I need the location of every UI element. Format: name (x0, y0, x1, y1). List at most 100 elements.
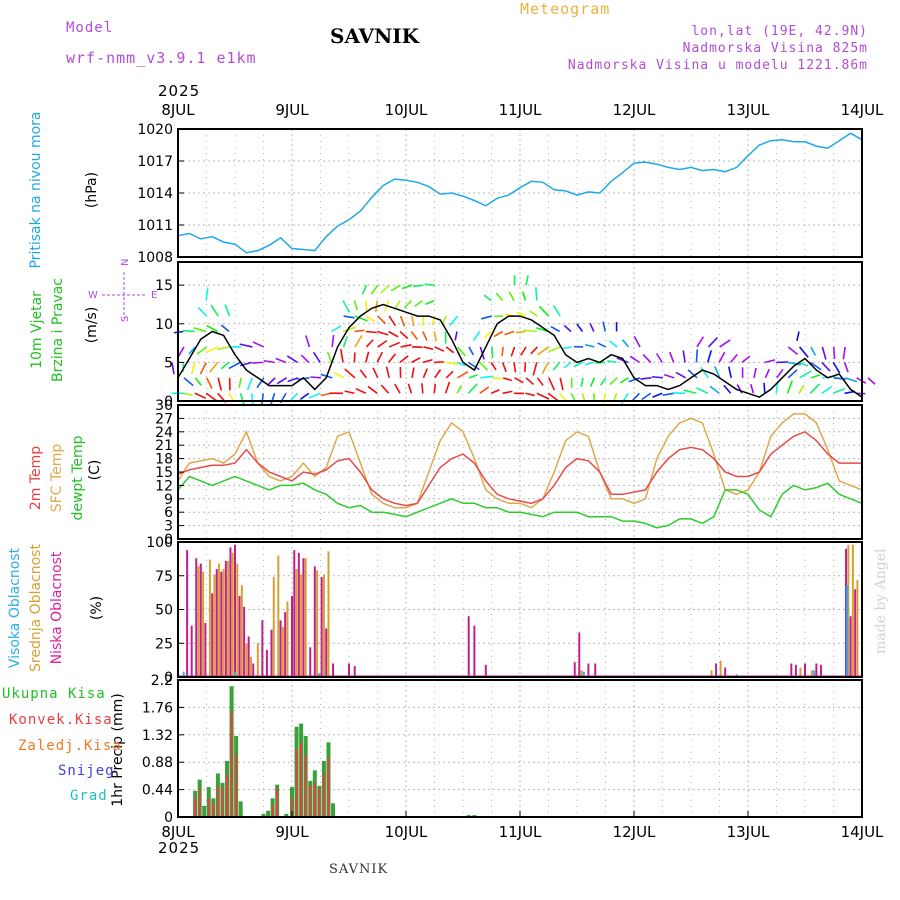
wind-arrow (206, 324, 218, 333)
wind-arrow (377, 339, 388, 348)
wind-arrow (696, 387, 709, 394)
wind-arrow (228, 361, 241, 370)
cloud-bar (318, 672, 321, 677)
wind-arrow (727, 366, 732, 379)
cloud-bar (286, 601, 289, 677)
x-tick-label-top: 12JUL (613, 101, 656, 119)
y-tick-label: 2.2 (151, 673, 173, 689)
cloud-bar (467, 616, 470, 677)
wind-arrow (422, 368, 429, 379)
x-tick-label-top: 9JUL (275, 101, 309, 119)
wind-arrow (563, 324, 572, 333)
wind-arrow (490, 361, 497, 371)
wind-arrow (246, 377, 254, 391)
wind-arrow (483, 294, 492, 302)
sfc-ylabel: SFC Temp (49, 444, 65, 513)
wind-arrow (312, 351, 321, 363)
y-tick-label: 3 (164, 519, 173, 535)
wind-arrow (421, 383, 424, 394)
cloud-bar (594, 663, 597, 677)
wind-arrow (343, 315, 355, 319)
wind-arrow (799, 370, 812, 379)
wind-arrow (669, 351, 675, 363)
cloud-bar (580, 670, 583, 677)
precip-konvek-bar (309, 785, 312, 817)
cloud-bar (313, 566, 316, 677)
wind-arrow (798, 384, 805, 394)
cloud-bar (719, 660, 722, 677)
wind-arrow (633, 335, 641, 348)
wind-arrow (388, 330, 399, 338)
wind-arrow (631, 392, 640, 402)
labels-layer: 8JUL 8JUL 9JUL 9JUL 10JUL 10JUL 11JUL 11JUL 12JU… (2, 101, 884, 841)
x-tick-label-top: 8JUL (161, 101, 195, 119)
wind-arrow (468, 374, 478, 379)
wind-arrow (472, 331, 481, 341)
model-label: Model (66, 20, 114, 36)
cloud-bar (281, 627, 284, 677)
wind-arrow (205, 287, 209, 301)
wind-arrow (454, 331, 458, 341)
precip-konvek-bar (322, 773, 325, 817)
wind-arrow (558, 392, 567, 402)
wind-arrow (365, 330, 377, 334)
wind-arrow (365, 300, 368, 312)
wind-arrow (821, 346, 827, 360)
x-tick-label-top: 11JUL (499, 101, 542, 119)
wind-arrow (423, 346, 434, 351)
wind-arrow (399, 355, 409, 364)
footer-station: SAVNIK (329, 862, 389, 877)
y-tick-label: 27 (155, 411, 173, 427)
wind-arrow (707, 337, 719, 348)
wind-arrow (832, 361, 841, 374)
precip-konvek-bar (207, 798, 210, 817)
cloud-bar (186, 550, 189, 677)
x-tick-label-bottom: 11JUL (499, 823, 542, 841)
wind-arrow (787, 361, 802, 366)
wind-arrow (434, 361, 444, 364)
wind-arrow (261, 393, 264, 405)
wind-arrow (333, 371, 344, 379)
wind-arrow (520, 346, 527, 356)
wind-arrow (217, 346, 230, 351)
y-tick-label: 50 (155, 603, 173, 619)
wind-arrow (550, 325, 560, 333)
compass-e: E (151, 290, 157, 301)
wind-arrow (252, 341, 265, 348)
cloud-bar (799, 667, 802, 677)
wind-arrow (537, 346, 550, 356)
wind-arrow (616, 357, 629, 364)
cloud-bar (804, 663, 806, 677)
cloud-bar (484, 664, 487, 677)
cloud-bar (582, 671, 585, 677)
wind-arrow (220, 324, 230, 333)
cloud-bar (229, 547, 232, 677)
wind-arrow (407, 383, 413, 394)
wind-arrow (434, 346, 445, 352)
y-tick-label: 24 (155, 425, 173, 441)
cloud-bar (815, 663, 818, 677)
wind-arrow (434, 369, 442, 379)
wind-arrow (749, 383, 755, 394)
x-tick-label-bottom: 8JUL (161, 823, 195, 841)
cloud-bar (231, 552, 234, 677)
cloud-bar (272, 577, 275, 677)
wind-arrow (410, 331, 419, 340)
wind-arrow (584, 361, 594, 366)
wind-arrow (270, 393, 276, 404)
y-tick-label: 6 (164, 505, 173, 521)
wind-arrow (354, 334, 363, 348)
wind-arrow (663, 373, 675, 379)
wind-arrow (387, 353, 397, 363)
y-tick-label: 18 (155, 452, 173, 468)
low-cloud-ylabel: Niska Oblacnost (49, 551, 65, 664)
altitude-label: Nadmorska Visina 825m (682, 41, 868, 56)
wind-arrow (276, 377, 288, 385)
wind-arrow (589, 322, 595, 332)
cloud-bar (794, 664, 797, 677)
wind-arrow (457, 370, 469, 379)
precip-konvek-bar (313, 782, 316, 817)
product-title: Meteogram (520, 0, 611, 18)
wind-arrow (620, 377, 630, 384)
